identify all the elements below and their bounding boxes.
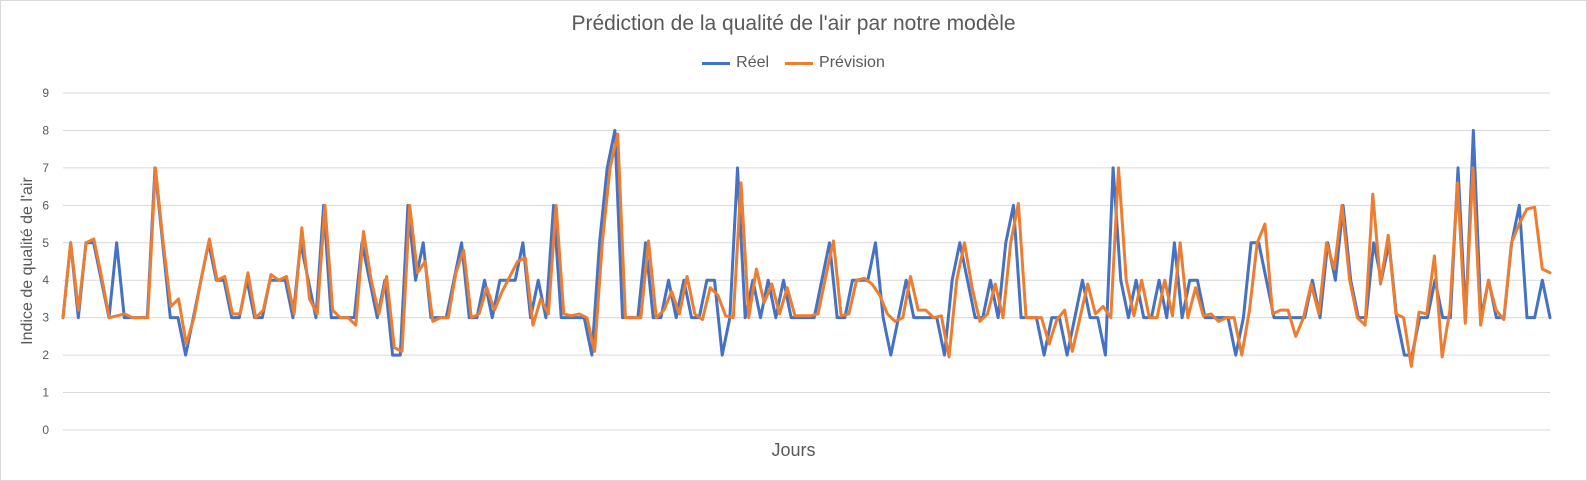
y-tick-label: 2 xyxy=(42,348,49,362)
y-tick-label: 5 xyxy=(42,236,49,250)
y-tick-label: 1 xyxy=(42,386,49,400)
series-line-prevision xyxy=(61,132,1552,368)
legend-swatch-prevision xyxy=(785,61,814,65)
legend-label-reel: Réel xyxy=(736,54,770,71)
y-tick-label: 4 xyxy=(42,273,49,287)
y-tick-label: 6 xyxy=(42,198,49,212)
y-tick-label: 3 xyxy=(42,311,49,325)
legend-label-prevision: Prévision xyxy=(819,54,885,71)
chart-title: Prédiction de la qualité de l'air par no… xyxy=(571,12,1016,35)
y-tick-label: 8 xyxy=(42,123,49,137)
y-tick-label: 0 xyxy=(42,423,49,437)
legend-swatch-reel xyxy=(702,61,731,65)
x-axis-label: Jours xyxy=(771,440,816,460)
y-tick-label: 7 xyxy=(42,161,49,175)
legend-item-prevision: Prévision xyxy=(785,54,885,72)
legend: Réel Prévision xyxy=(0,54,1587,72)
y-axis-label: Indice de qualité de l'air xyxy=(19,177,36,345)
legend-item-reel: Réel xyxy=(702,54,769,72)
y-tick-label: 9 xyxy=(42,86,49,100)
